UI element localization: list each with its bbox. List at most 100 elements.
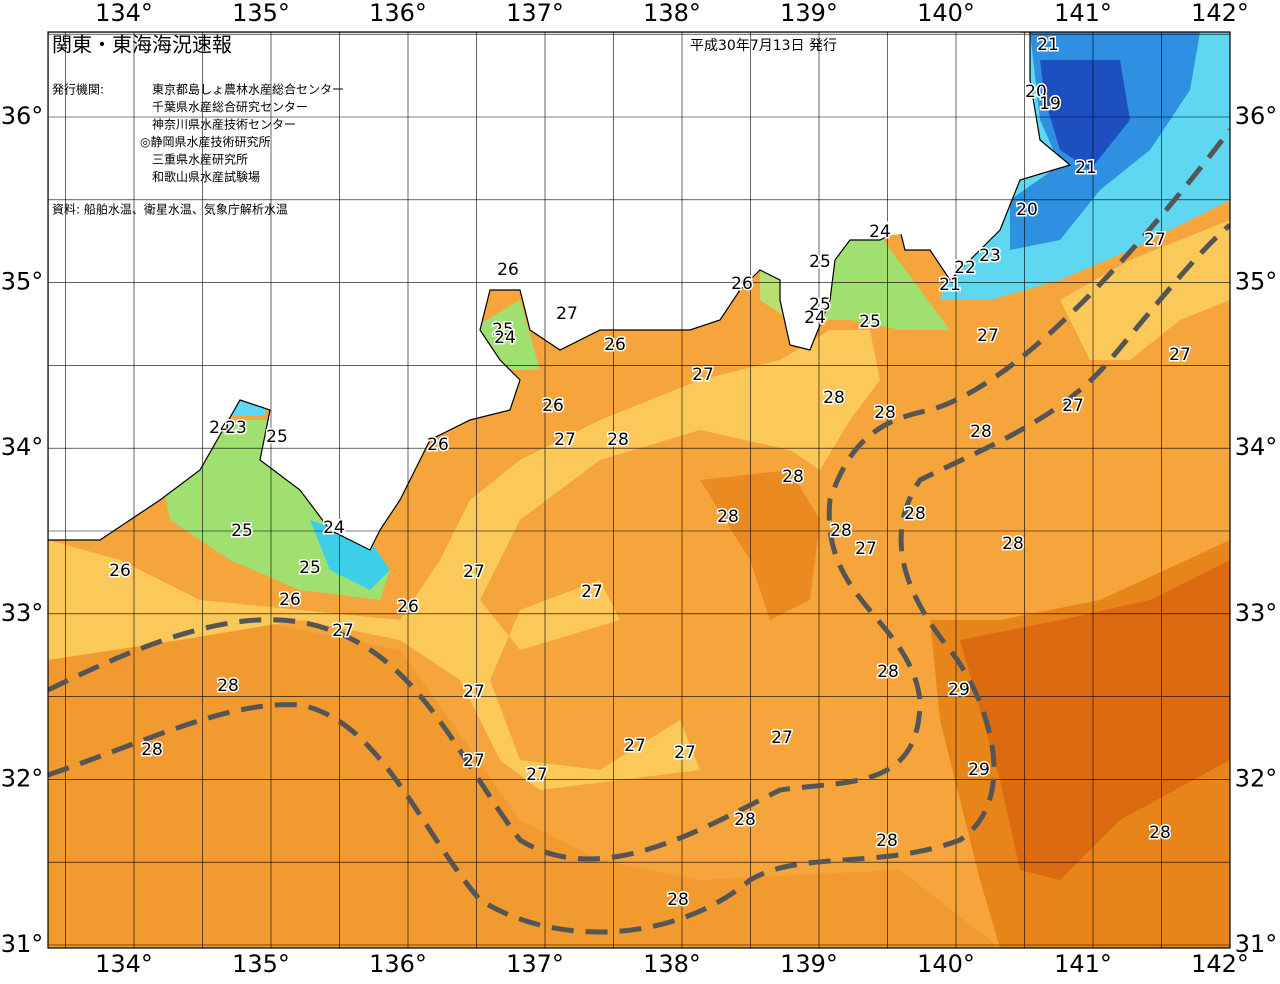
isotherm-label: 20: [1016, 200, 1038, 220]
isotherm-label: 25: [859, 312, 881, 332]
lon-label: 140°: [917, 0, 975, 27]
isotherm-label: 28: [734, 810, 756, 830]
isotherm-label: 27: [977, 326, 999, 346]
isotherm-label: 27: [332, 621, 354, 641]
warm-core: [960, 560, 1230, 880]
lat-label: 31°: [1235, 930, 1278, 958]
isotherm-label: 28: [782, 467, 804, 487]
lon-label: 137°: [506, 950, 564, 978]
lon-label: 136°: [369, 950, 427, 978]
isotherm-label: 25: [809, 252, 831, 272]
issuer: 千葉県水産総合研究センター: [152, 99, 308, 114]
lat-label: 36°: [1235, 102, 1278, 130]
isotherm-label: 27: [526, 765, 548, 785]
lat-label: 32°: [1, 764, 44, 792]
isotherm-label: 27: [1169, 345, 1191, 365]
warm-region: [48, 620, 1000, 948]
isotherm-label: 27: [1144, 230, 1166, 250]
isotherm-label: 24: [804, 308, 826, 328]
isotherm-label: 28: [141, 740, 163, 760]
isotherm-label: 27: [692, 365, 714, 385]
isotherm-label: 26: [542, 396, 564, 416]
cold-core: [1040, 60, 1130, 170]
lat-label: 31°: [1, 930, 44, 958]
issuer: 神奈川県水産技術センター: [152, 117, 296, 132]
isotherm-label: 28: [607, 430, 629, 450]
lon-label: 135°: [232, 950, 290, 978]
isotherm-label: 26: [604, 335, 626, 355]
isotherm-label: 21: [939, 275, 961, 295]
isotherm-label: 21: [1075, 158, 1097, 178]
lat-label: 33°: [1235, 599, 1278, 627]
isotherm-label: 27: [463, 682, 485, 702]
isotherm-label: 25: [492, 320, 514, 340]
land: [48, 32, 1020, 240]
isotherm-label: 27: [556, 304, 578, 324]
data-source: 資料: 船舶水温、衛星水温、気象庁解析水温: [52, 202, 288, 217]
isotherm-label: 28: [217, 676, 239, 696]
isotherm-label: 19: [1039, 94, 1061, 114]
lon-label: 138°: [643, 950, 701, 978]
isotherm-label: 28: [1002, 534, 1024, 554]
isotherm-label: 28: [830, 521, 852, 541]
cold-region: [310, 520, 390, 590]
kuroshio-axis: [48, 128, 1230, 935]
lon-label: 136°: [369, 0, 427, 27]
isotherm-label: 26: [497, 260, 519, 280]
lon-label: 137°: [506, 0, 564, 27]
map-title: 関東・東海海況速報: [52, 33, 232, 57]
issue-date: 平成30年7月13日 発行: [690, 38, 837, 54]
lat-label: 34°: [1, 433, 44, 461]
isotherm-label: 25: [231, 521, 253, 541]
lon-label: 140°: [917, 950, 975, 978]
isotherm-label: 28: [823, 388, 845, 408]
isotherm-label: 25: [299, 558, 321, 578]
isotherm-label: 28: [970, 422, 992, 442]
land: [48, 32, 1072, 551]
kuroshio-axis-north: [48, 128, 1230, 862]
cool-region: [48, 330, 880, 790]
isotherm-label: 27: [855, 539, 877, 559]
isotherm-label: 27: [463, 751, 485, 771]
isotherm-label: 23: [225, 418, 247, 438]
isotherm-label: 28: [667, 890, 689, 910]
lat-label: 33°: [1, 599, 44, 627]
isotherm-label: 26: [279, 590, 301, 610]
cool-region: [1060, 220, 1230, 360]
graticule: [48, 32, 1230, 948]
lon-label: 135°: [232, 0, 290, 27]
issuer-list: 東京都島しょ農林水産総合センター千葉県水産総合研究センター神奈川県水産技術センタ…: [140, 82, 344, 185]
lat-label: 34°: [1235, 433, 1278, 461]
isotherm-label: 29: [968, 760, 990, 780]
issuer: 三重県水産研究所: [152, 152, 248, 167]
isotherm-label: 27: [674, 743, 696, 763]
isotherm-label: 23: [979, 246, 1001, 266]
lat-label: 32°: [1235, 764, 1278, 792]
isotherm-label: 26: [731, 274, 753, 294]
lon-label: 134°: [95, 0, 153, 27]
isotherm-label: 25: [266, 427, 288, 447]
isotherm-label: 26: [397, 597, 419, 617]
isotherm-label: 26: [109, 561, 131, 581]
isotherm-label: 28: [874, 403, 896, 423]
lon-label: 141°: [1054, 950, 1112, 978]
issuer-label: 発行機関:: [52, 82, 104, 97]
issuer: 東京都島しょ農林水産総合センター: [152, 82, 344, 97]
isotherm-label: 28: [877, 662, 899, 682]
isotherm-label: 24: [869, 222, 891, 242]
isotherm-label: 26: [427, 435, 449, 455]
isotherm-label: 28: [876, 831, 898, 851]
lat-label: 36°: [1, 102, 44, 130]
isotherm-label: 27: [463, 562, 485, 582]
isotherm-label: 27: [581, 582, 603, 602]
lon-label: 138°: [643, 0, 701, 27]
isotherm-label: 29: [948, 680, 970, 700]
warm-region: [700, 470, 820, 620]
isotherm-label: 27: [624, 736, 646, 756]
map-frame: [47, 31, 1231, 949]
isotherm-label: 21: [1037, 35, 1059, 55]
isotherm-label: 27: [554, 430, 576, 450]
